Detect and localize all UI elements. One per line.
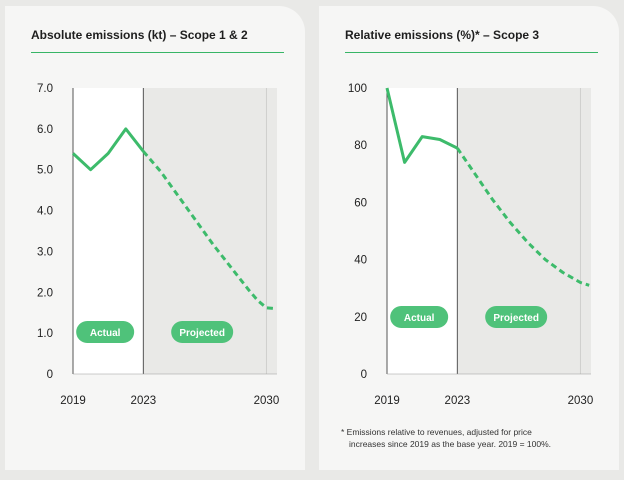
x-tick-label: 2030 bbox=[254, 395, 280, 407]
region-projected-label: Projected bbox=[179, 328, 225, 339]
y-tick-label: 3.0 bbox=[37, 246, 53, 258]
y-tick-label: 100 bbox=[348, 83, 367, 95]
absolute-emissions-chart: 0 1.0 2.0 3.0 4.0 5.0 6.0 7.0 2019 2023 2030 Actual… bbox=[37, 83, 280, 407]
region-actual-label: Actual bbox=[404, 313, 435, 324]
absolute-emissions-card: Absolute emissions (kt) – Scope 1 & 2 0 1… bbox=[5, 6, 305, 470]
x-tick-label: 2023 bbox=[445, 395, 471, 407]
chart-title: Relative emissions (%)* – Scope 3 bbox=[345, 28, 540, 42]
y-tick-label: 20 bbox=[354, 312, 367, 324]
x-tick-label: 2019 bbox=[60, 395, 86, 407]
y-tick-label: 0 bbox=[47, 369, 53, 381]
x-tick-label: 2030 bbox=[568, 395, 594, 407]
footnote-line-1: * Emissions relative to revenues, adjust… bbox=[341, 427, 532, 437]
y-tick-label: 60 bbox=[354, 197, 367, 209]
x-tick-label: 2023 bbox=[131, 395, 157, 407]
footnote: * Emissions relative to revenues, adjust… bbox=[341, 426, 611, 450]
region-projected-pill bbox=[171, 321, 234, 343]
region-projected-label: Projected bbox=[493, 313, 539, 324]
y-tick-label: 0 bbox=[361, 369, 367, 381]
y-tick-label: 40 bbox=[354, 255, 367, 267]
y-tick-label: 80 bbox=[354, 140, 367, 152]
y-tick-label: 5.0 bbox=[37, 165, 53, 177]
relative-emissions-card: Relative emissions (%)* – Scope 3 0 20 40 6… bbox=[319, 6, 619, 470]
region-projected-pill bbox=[485, 306, 548, 328]
x-tick-label: 2019 bbox=[374, 395, 400, 407]
y-tick-label: 7.0 bbox=[37, 83, 53, 95]
title-divider bbox=[345, 52, 598, 53]
projected-series-line bbox=[456, 147, 590, 287]
y-tick-label: 6.0 bbox=[37, 124, 53, 136]
region-actual-label: Actual bbox=[90, 328, 121, 339]
title-divider bbox=[31, 52, 284, 53]
region-actual-pill bbox=[76, 321, 135, 343]
y-tick-label: 1.0 bbox=[37, 328, 53, 340]
relative-emissions-chart: 0 20 40 60 80 100 2019 2023 2030 Actual Projected bbox=[348, 83, 594, 407]
actual-series-line bbox=[385, 87, 458, 164]
chart-title: Absolute emissions (kt) – Scope 1 & 2 bbox=[31, 28, 248, 42]
actual-series-line bbox=[71, 127, 145, 172]
footnote-line-2: increases since 2019 as the base year. 2… bbox=[349, 439, 552, 449]
region-projected-background bbox=[457, 88, 591, 374]
region-actual-pill bbox=[390, 306, 449, 328]
y-tick-label: 4.0 bbox=[37, 206, 53, 218]
y-tick-label: 2.0 bbox=[37, 287, 53, 299]
projected-series-line bbox=[142, 150, 276, 311]
